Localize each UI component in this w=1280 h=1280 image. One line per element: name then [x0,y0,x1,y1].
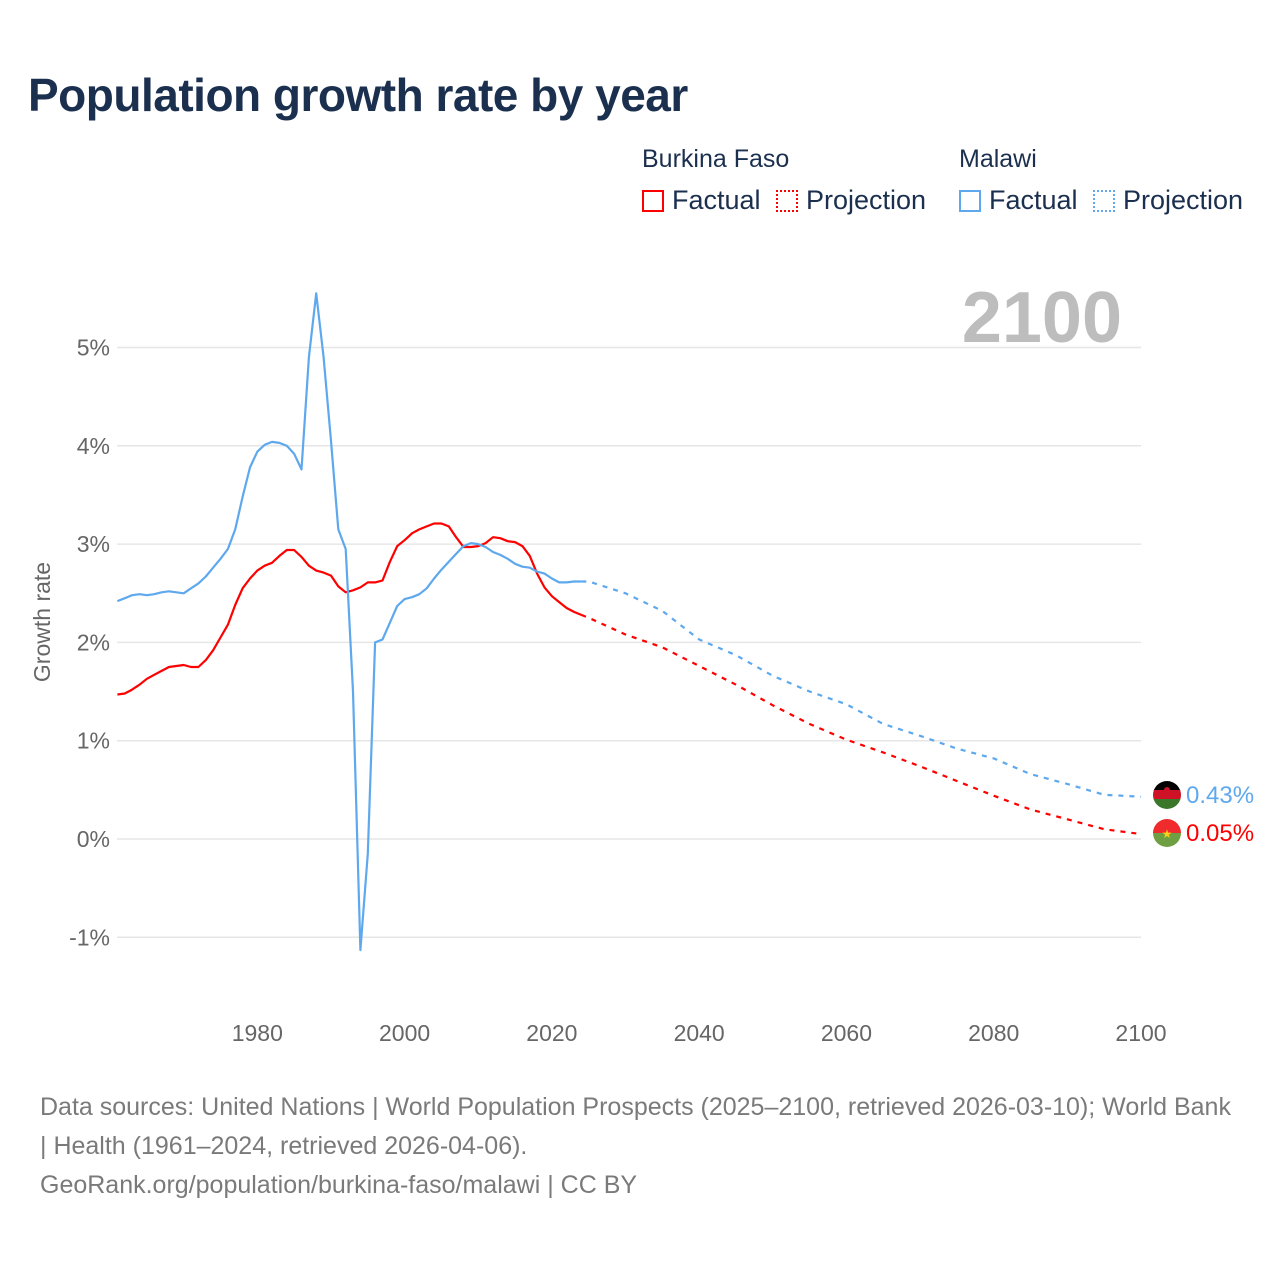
y-tick-label: 3% [77,531,110,557]
footer: Data sources: United Nations | World Pop… [40,1088,1240,1205]
legend-burkina-projection[interactable]: Projection [776,185,926,216]
chart-title: Population growth rate by year [28,69,688,121]
legend-label: Projection [806,185,927,215]
burkina-faso-end-value: 0.05% [1186,820,1254,847]
gridlines [117,346,1141,939]
x-tick-label: 2060 [821,1020,872,1046]
y-tick-label: -1% [69,924,110,950]
y-tick-label: 5% [77,335,110,361]
legend-swatch-dotted-red [776,189,798,212]
line-chart: 2100 Growth rate -1% 0% 1% 2% 3% 4% 5% 1980 2000… [29,278,1254,1046]
legend-label: Factual [989,185,1078,215]
x-tick-label: 2020 [526,1020,577,1046]
x-tick-label: 1980 [232,1020,283,1046]
legend-burkina-faso-heading: Burkina Faso [642,145,790,173]
malawi-projection-line [581,580,1142,798]
malawi-factual-line [116,292,582,952]
x-tick-label: 2080 [968,1020,1019,1046]
legend-malawi-projection[interactable]: Projection [1093,185,1243,216]
y-tick-label: 4% [77,433,110,459]
legend-malawi-heading: Malawi [959,145,1037,173]
y-axis-label: Growth rate [29,562,55,682]
burkina-faso-projection-line [580,613,1142,836]
x-tick-label: 2040 [674,1020,725,1046]
legend-swatch-solid-blue [959,189,981,212]
legend-label: Projection [1123,185,1244,215]
x-tick-label: 2000 [379,1020,430,1046]
burkina-faso-factual-line [117,522,582,696]
legend-malawi-factual[interactable]: Factual [959,185,1078,216]
y-tick-label: 1% [77,728,110,754]
malawi-flag-marker [1153,781,1181,809]
y-tick-label: 0% [77,826,110,852]
legend-label: Factual [672,185,761,215]
svg-text:★: ★ [1162,827,1173,841]
attribution-link[interactable]: GeoRank.org/population/burkina-faso/mala… [40,1171,638,1199]
malawi-end-value: 0.43% [1186,782,1254,809]
current-year-label: 2100 [962,278,1122,358]
x-tick-label: 2100 [1115,1020,1166,1046]
y-tick-label: 2% [77,629,110,655]
legend-burkina-factual[interactable]: Factual [642,185,761,216]
legend-swatch-solid-red [642,189,664,212]
data-sources: Data sources: United Nations | World Pop… [40,1093,1231,1160]
burkina-faso-flag-marker: ★ [1153,819,1181,847]
legend-swatch-dotted-blue [1093,189,1115,212]
